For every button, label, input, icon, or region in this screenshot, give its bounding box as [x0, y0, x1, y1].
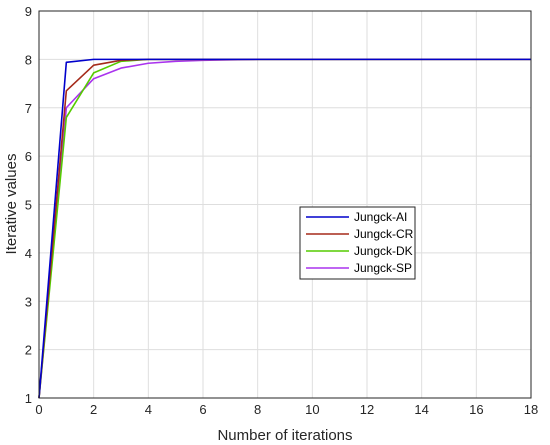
y-axis-label: Iterative values — [3, 154, 20, 255]
x-tick-label: 4 — [145, 402, 152, 417]
legend-box — [299, 206, 416, 280]
y-tick-label: 2 — [25, 343, 32, 358]
y-tick-label: 8 — [25, 52, 32, 67]
x-axis-label: Number of iterations — [217, 427, 352, 444]
x-tick-label: 12 — [360, 402, 374, 417]
x-tick-label: 18 — [524, 402, 538, 417]
series-lines — [38, 58, 531, 399]
legend: Jungck-AI Jungck-CR Jungck-DK Jungck-SP — [299, 206, 416, 280]
series-line-jungck-ai — [38, 58, 531, 399]
legend-label: Jungck-AI — [354, 210, 407, 224]
x-tick-label: 10 — [305, 402, 319, 417]
y-tick-label: 3 — [25, 294, 32, 309]
y-tick-label: 6 — [25, 149, 32, 164]
x-tick-label: 6 — [199, 402, 206, 417]
y-tick-labels: 1 2 3 4 5 6 7 8 9 — [25, 4, 32, 406]
legend-label: Jungck-SP — [354, 261, 412, 275]
y-tick-label: 4 — [25, 246, 32, 261]
y-tick-label: 1 — [25, 391, 32, 406]
x-tick-label: 16 — [469, 402, 483, 417]
x-tick-label: 2 — [90, 402, 97, 417]
x-tick-label: 14 — [414, 402, 428, 417]
y-tick-label: 5 — [25, 198, 32, 213]
x-tick-labels: 0 2 4 6 8 10 12 14 16 18 — [35, 402, 538, 417]
plot-frame — [38, 10, 532, 399]
legend-label: Jungck-DK — [354, 244, 413, 258]
y-tick-label: 9 — [25, 4, 32, 19]
y-tick-label: 7 — [25, 101, 32, 116]
legend-label: Jungck-CR — [354, 227, 414, 241]
x-tick-label: 0 — [35, 402, 42, 417]
x-tick-label: 8 — [254, 402, 261, 417]
